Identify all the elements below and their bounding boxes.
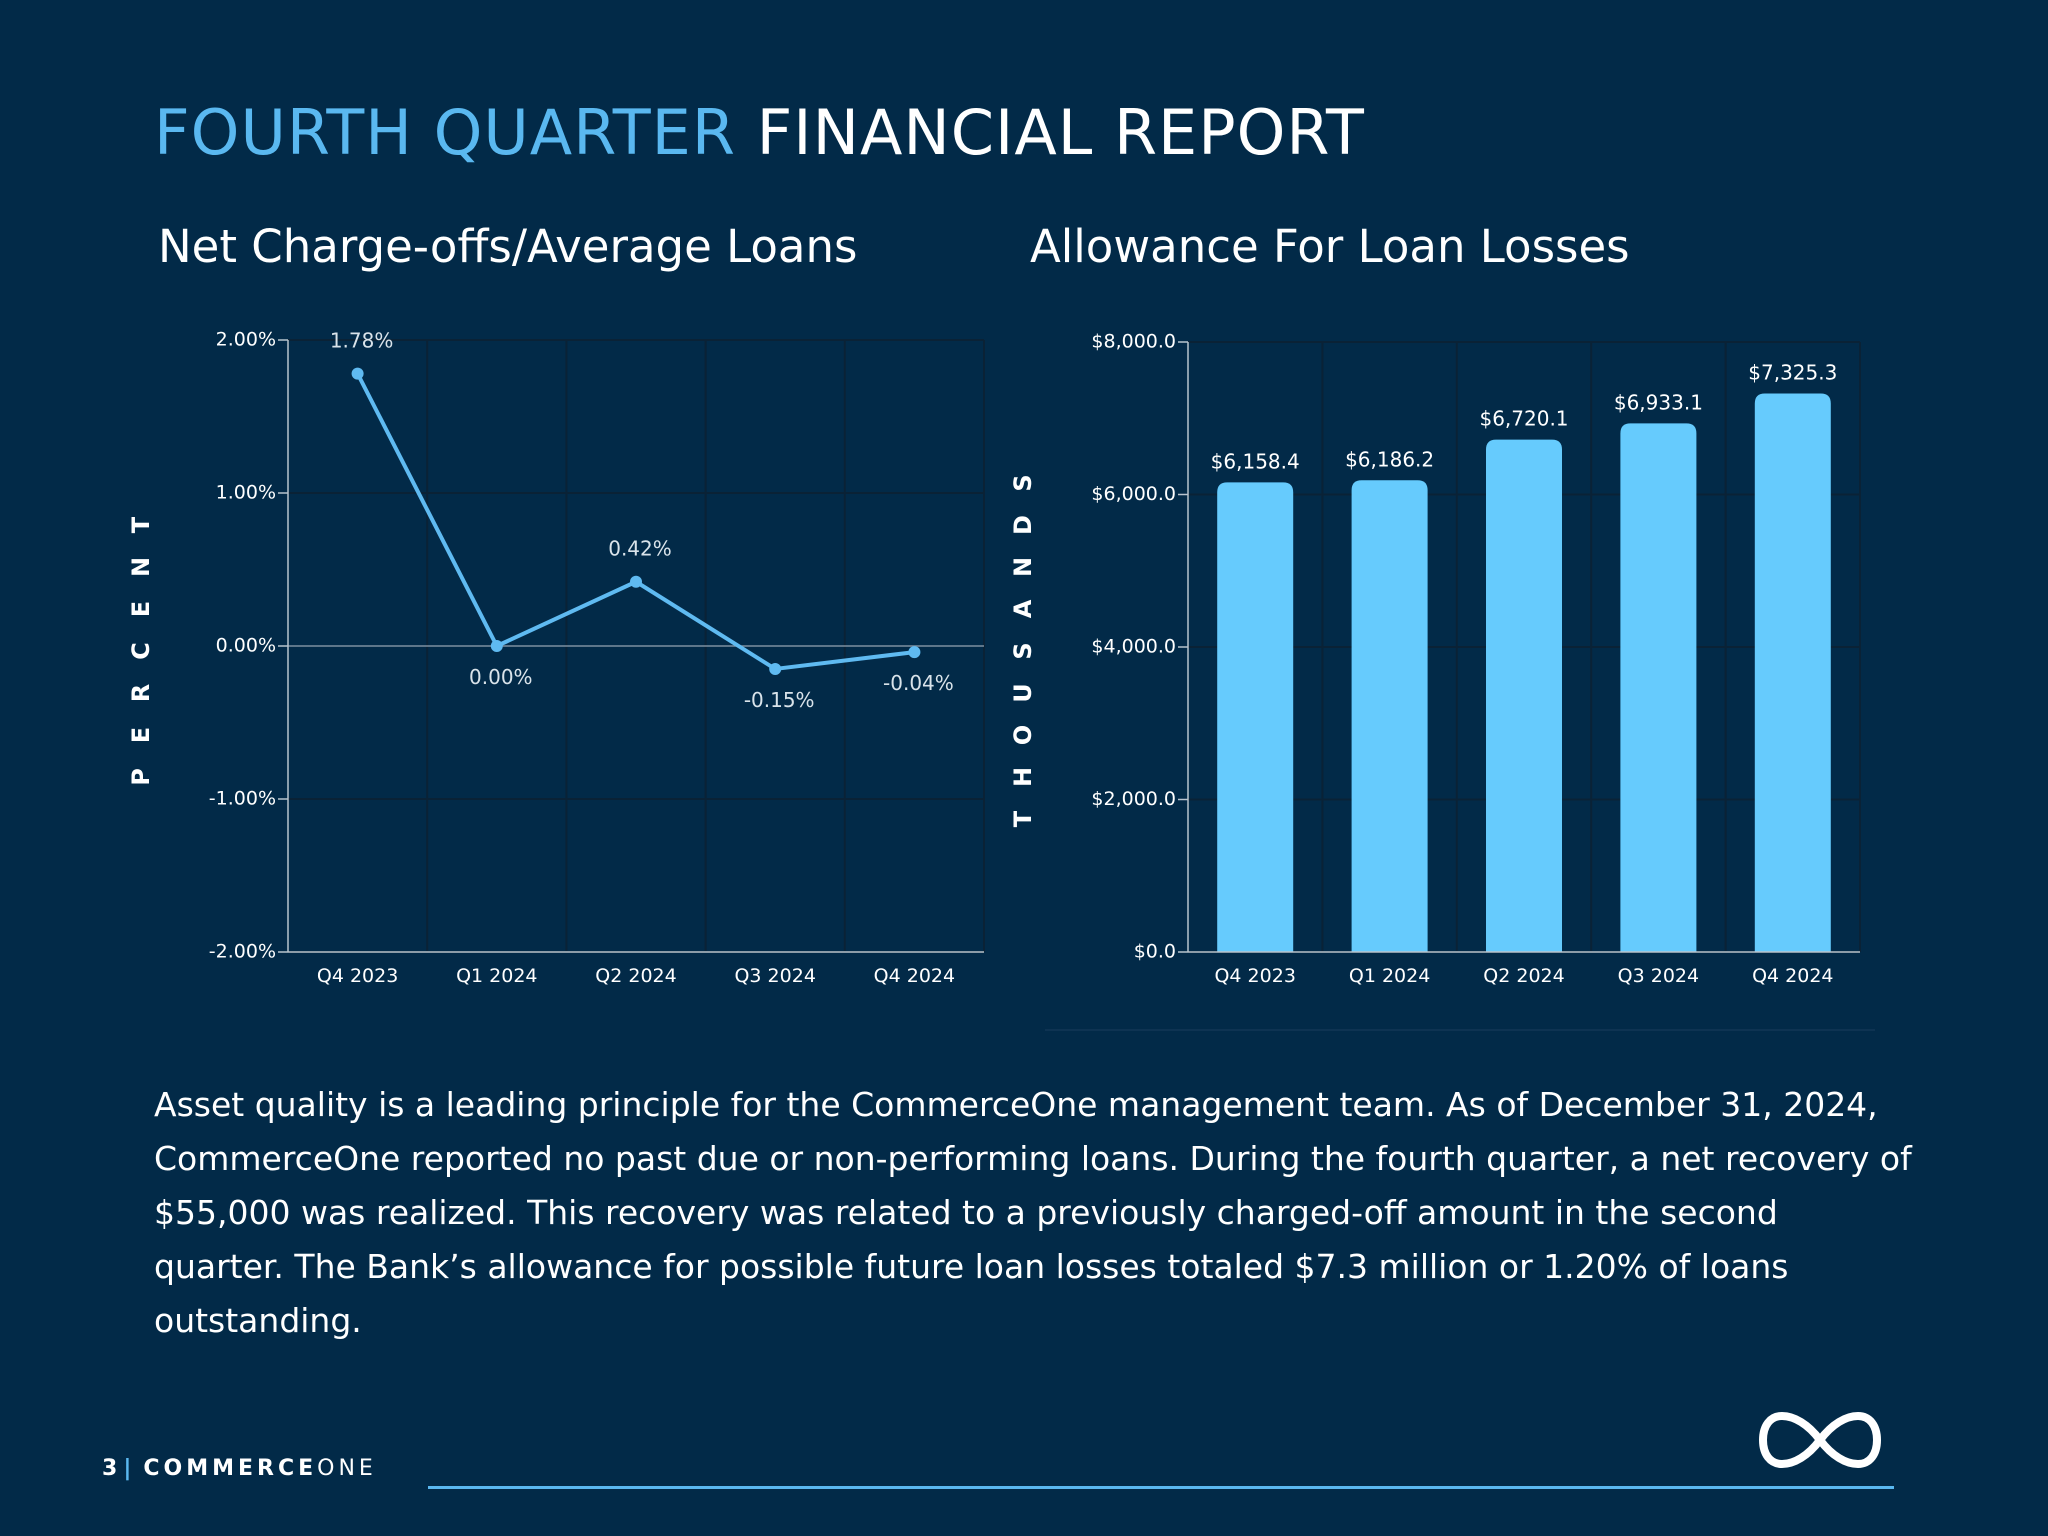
series-line: [355, 372, 915, 671]
bar: [1351, 480, 1428, 952]
net-charge-offs-line-chart: 2.00% 1.00% 0.00% -1.00% -2.00% Q4 2023 Q1 202…: [127, 329, 985, 987]
y-axis-label-letter: U: [1009, 661, 1037, 703]
line-chart-title: Net Charge-offs/Average Loans: [158, 220, 858, 273]
brand-name-bold: COMMERCE: [143, 1456, 318, 1481]
x-tick-label: Q1 2024: [1349, 965, 1430, 987]
y-axis-label-letter: R: [127, 662, 155, 702]
y-tick-label: -2.00%: [209, 941, 276, 963]
y-axis-label-letter: T: [127, 495, 155, 533]
y-tick-label: 2.00%: [216, 329, 276, 351]
data-label: 1.78%: [330, 329, 394, 353]
x-tick-label: Q3 2024: [734, 965, 815, 987]
page-title: FOURTH QUARTER FINANCIAL REPORT: [154, 96, 1365, 169]
data-label: 0.42%: [608, 537, 672, 561]
data-label: $6,158.4: [1211, 449, 1300, 473]
y-axis-label-letter: T: [1009, 789, 1037, 827]
data-label: -0.15%: [744, 688, 815, 712]
y-axis-label-letter: N: [127, 535, 155, 577]
y-axis-label-letter: C: [127, 620, 155, 660]
y-tick-label: 1.00%: [216, 482, 276, 504]
data-label: $6,720.1: [1479, 407, 1568, 431]
bar: [1754, 393, 1831, 952]
y-tick-label: -1.00%: [209, 788, 276, 810]
data-point: [630, 575, 642, 588]
y-axis-label-letter: H: [1009, 745, 1037, 787]
allowance-bar-chart: $8,000.0 $6,000.0 $4,000.0 $2,000.0 $0.0 $6,1…: [1009, 331, 1875, 1031]
data-label: $6,933.1: [1614, 390, 1703, 414]
x-tick-label: Q3 2024: [1618, 965, 1699, 987]
y-axis-label-letter: S: [1009, 452, 1037, 491]
data-point: [908, 646, 921, 659]
infinity-logo-icon: [1759, 1412, 1881, 1468]
bar: [1486, 439, 1562, 952]
y-axis-label-letter: E: [127, 705, 155, 743]
summary-paragraph: Asset quality is a leading principle for…: [154, 1085, 1912, 1340]
bar-chart-title: Allowance For Loan Losses: [1030, 220, 1630, 273]
data-label: $7,325.3: [1748, 360, 1837, 384]
x-tick-label: Q4 2024: [874, 965, 955, 987]
y-axis-label-letter: A: [1009, 578, 1037, 619]
y-tick-label: $8,000.0: [1091, 331, 1176, 353]
x-tick-label: Q2 2024: [1483, 965, 1564, 987]
y-tick-label: $0.0: [1134, 941, 1176, 963]
footer-brand: 3| COMMERCEONE: [102, 1456, 377, 1481]
y-axis-label-letter: D: [1009, 493, 1037, 535]
y-tick-label: $6,000.0: [1091, 483, 1176, 505]
bar: [1217, 482, 1294, 952]
data-point: [769, 662, 782, 675]
x-tick-label: Q4 2024: [1752, 965, 1833, 987]
page-title-accent: FOURTH QUARTER: [154, 96, 736, 169]
page-number: 3: [102, 1456, 122, 1481]
y-axis-label-letter: N: [1009, 535, 1037, 577]
data-label: -0.04%: [883, 671, 954, 695]
footer-separator: |: [123, 1456, 136, 1481]
bar: [1620, 423, 1697, 952]
y-tick-label: $4,000.0: [1091, 636, 1176, 658]
x-tick-label: Q1 2024: [456, 965, 537, 987]
data-point: [351, 367, 364, 380]
y-axis-label-letter: O: [1009, 703, 1037, 745]
page-title-main: FINANCIAL REPORT: [756, 96, 1365, 169]
data-label: $6,186.2: [1345, 447, 1434, 471]
data-point: [490, 640, 503, 652]
x-tick-label: Q4 2023: [317, 965, 398, 987]
y-axis-label-letter: S: [1009, 620, 1037, 659]
y-axis-label-letter: E: [127, 579, 155, 617]
footer-rule: [428, 1486, 1894, 1489]
brand-name-light: ONE: [317, 1456, 377, 1481]
y-tick-label: 0.00%: [216, 635, 276, 657]
y-tick-label: $2,000.0: [1091, 788, 1176, 810]
x-tick-label: Q2 2024: [595, 965, 676, 987]
x-tick-label: Q4 2023: [1214, 965, 1295, 987]
data-label: 0.00%: [469, 665, 533, 689]
y-axis-label-letter: P: [127, 746, 155, 786]
